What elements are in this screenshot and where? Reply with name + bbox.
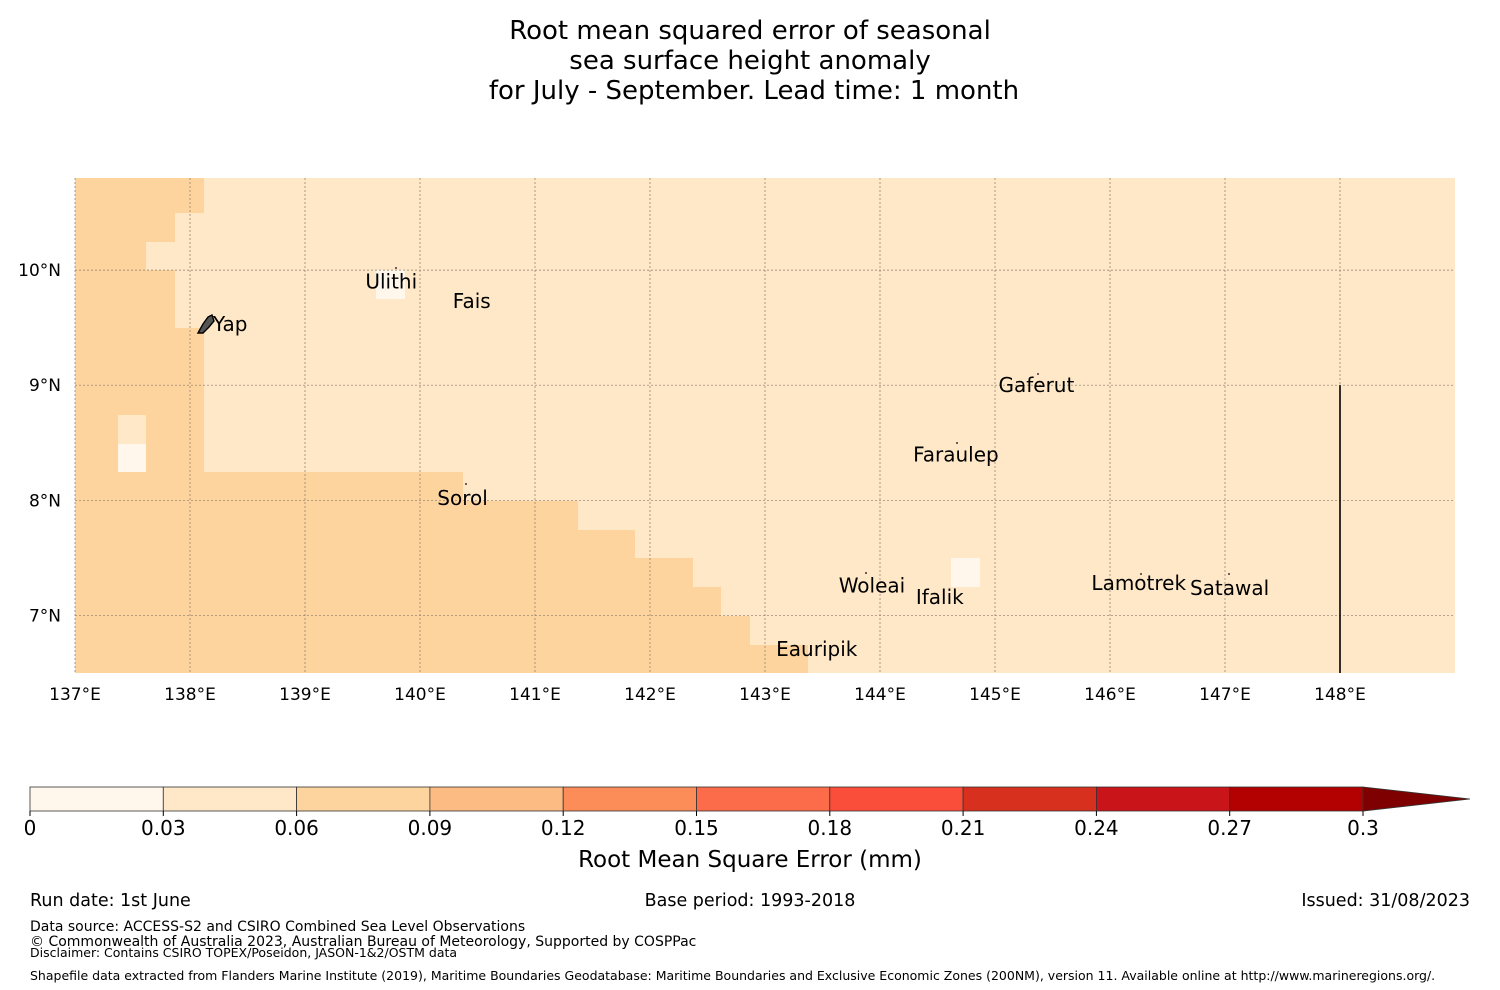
place-label: Yap	[212, 312, 247, 336]
colorbar-tick-label: 0.21	[941, 816, 986, 840]
lowest-error-cell	[118, 444, 146, 472]
colorbar-tick-label: 0.15	[674, 816, 719, 840]
place-label: Gaferut	[998, 373, 1074, 397]
longitude-tick-label: 138°E	[164, 685, 216, 705]
colorbar-segment	[162, 786, 298, 812]
place-label: Faraulep	[913, 442, 999, 466]
disclaimer: Disclaimer: Contains CSIRO TOPEX/Poseido…	[30, 945, 457, 960]
colorbar-segment	[429, 786, 564, 812]
longitude-tick-label: 141°E	[509, 685, 561, 705]
graticule	[74, 178, 1455, 673]
longitude-tick-label: 143°E	[739, 685, 791, 705]
place-label: Woleai	[839, 574, 906, 598]
longitude-tick-label: 137°E	[49, 685, 101, 705]
low-error-cell	[118, 415, 146, 444]
colorbar-tick-label: 0.18	[808, 816, 853, 840]
place-label: Satawal	[1190, 576, 1269, 600]
latitude-tick-label: 8°N	[29, 491, 61, 511]
data-source: Data source: ACCESS-S2 and CSIRO Combine…	[30, 919, 525, 935]
longitude-tick-label: 140°E	[394, 685, 446, 705]
colorbar-tick-label: 0.09	[408, 816, 453, 840]
colorbar-segment	[1229, 786, 1364, 812]
base-period: Base period: 1993-2018	[645, 891, 856, 911]
colorbar-tick-label: 0.24	[1074, 816, 1119, 840]
title-line-3: for July - September. Lead time: 1 month	[489, 76, 1019, 106]
copyright: © Commonwealth of Australia 2023, Austra…	[30, 934, 696, 950]
place-label: Lamotrek	[1091, 571, 1186, 595]
high-error-region	[75, 178, 808, 673]
colorbar-tick-label: 0.12	[541, 816, 586, 840]
place-label: Fais	[453, 289, 491, 313]
longitude-tick-label: 144°E	[854, 685, 906, 705]
map-panel: Ulithi Fais Yap Gaferut Faraulep Sorol Woleai I…	[18, 178, 1455, 705]
island-dot	[1228, 573, 1230, 575]
colorbar-tick-label: 0.3	[1347, 816, 1379, 840]
island-coastlines	[196, 267, 1230, 575]
latitude-tick-label: 10°N	[18, 261, 61, 281]
figure-title: Root mean squared error of seasonal sea …	[489, 16, 1019, 106]
island-dot	[1140, 573, 1142, 575]
yap-island-shape	[196, 314, 215, 334]
place-label: Ifalik	[916, 585, 964, 609]
longitude-tick-label: 146°E	[1084, 685, 1136, 705]
place-labels: Ulithi Fais Yap Gaferut Faraulep Sorol Woleai I…	[212, 270, 1269, 661]
lowest-error-cell	[376, 270, 405, 299]
latitude-tick-label: 9°N	[29, 376, 61, 396]
latitude-tick-label: 7°N	[29, 606, 61, 626]
colorbar-extend-arrow	[1362, 786, 1471, 812]
title-line-1: Root mean squared error of seasonal	[509, 16, 991, 46]
colorbar-tick-label: 0.27	[1207, 816, 1252, 840]
title-line-2: sea surface height anomaly	[569, 46, 930, 76]
place-label: Ulithi	[365, 270, 417, 294]
issued-date: Issued: 31/08/2023	[1301, 891, 1470, 911]
run-date: Run date: 1st June	[30, 891, 191, 911]
colorbar-label: Root Mean Square Error (mm)	[578, 847, 922, 873]
colorbar-tick-label: 0.03	[141, 816, 186, 840]
colorbar-segment	[296, 786, 431, 812]
shapefile-credit: Shapefile data extracted from Flanders M…	[30, 968, 1435, 983]
colorbar-tick-label: 0.06	[274, 816, 319, 840]
colorbar-segment	[829, 786, 964, 812]
longitude-tick-label: 142°E	[624, 685, 676, 705]
island-dot	[395, 267, 397, 269]
colorbar-segment	[1096, 786, 1231, 812]
longitude-tick-label: 139°E	[279, 685, 331, 705]
colorbar-segment	[562, 786, 697, 812]
island-dot	[465, 483, 467, 485]
longitude-tick-label: 147°E	[1199, 685, 1251, 705]
colorbar-segment	[696, 786, 831, 812]
colorbar-tick-label: 0	[24, 816, 37, 840]
island-dot	[865, 572, 867, 574]
island-dot	[1037, 373, 1039, 375]
footer: Run date: 1st June Base period: 1993-201…	[30, 891, 1470, 983]
latitude-tick-labels: 10°N 9°N 8°N 7°N	[18, 261, 61, 626]
place-label: Sorol	[437, 486, 488, 510]
colorbar-segment	[962, 786, 1097, 812]
colorbar-tick-labels: 0 0.03 0.06 0.09 0.12 0.15 0.18 0.21 0.24 0.27 0.3	[24, 811, 1379, 840]
lowest-error-cell	[951, 558, 980, 587]
island-dot	[956, 442, 958, 444]
longitude-tick-label: 145°E	[969, 685, 1021, 705]
colorbar-segment	[29, 786, 164, 812]
colorbar: 0 0.03 0.06 0.09 0.12 0.15 0.18 0.21 0.24 0.27 0.3…	[24, 786, 1471, 873]
longitude-tick-label: 148°E	[1314, 685, 1366, 705]
island-dot	[482, 297, 484, 299]
place-label: Eauripik	[776, 637, 858, 661]
longitude-tick-labels: 137°E 138°E 139°E 140°E 141°E 142°E 143°E 144°E…	[49, 685, 1366, 705]
colorbar-segments	[29, 786, 1471, 812]
